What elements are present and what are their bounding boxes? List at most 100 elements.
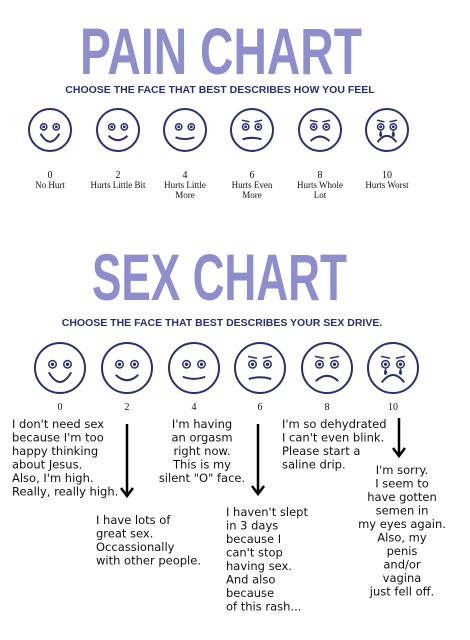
sex-number: 10 [388,402,398,413]
sex-caption: I can't even blink. [282,431,384,445]
face-outline [101,342,153,394]
face-outline [34,342,86,394]
sex-number: 4 [192,402,197,413]
pupil [398,362,403,366]
pain-number: 10 [382,170,392,181]
face-outline [301,342,353,394]
arrow-head [392,447,406,459]
pain-label: Hurts Little [164,180,206,190]
pupil [117,362,122,366]
mouth [248,376,272,380]
brow [254,119,263,123]
pain-number: 0 [48,170,53,181]
sex-caption: my eyes again. [358,517,446,531]
pain-label: More [242,190,262,200]
mouth [242,136,262,141]
sex-caption: Please start a [282,444,360,458]
pupil [184,362,189,366]
pupil [199,362,204,366]
pain-label: Lot [314,190,327,200]
mouth [47,371,73,383]
pupil [110,125,114,129]
face-outline [168,342,220,394]
pupil [256,125,260,129]
brow [395,355,406,359]
sex-caption: because I [226,532,281,546]
sex-caption: I'm so dehydrated [282,417,387,431]
brow [380,355,391,359]
face-outline [367,342,419,394]
sex-caption: great sex. [96,527,153,541]
sex-caption: Also, my [377,531,427,545]
pupil [391,125,395,129]
face-outline [28,108,72,152]
brow [329,355,340,359]
sex-caption: of this rash... [226,600,301,614]
sex-caption: semen in [376,504,429,518]
arrow-head [251,485,265,497]
sex-number: 2 [125,402,130,413]
tear [399,368,402,375]
sex-caption: vagina [383,571,422,585]
sex-caption: an orgasm [171,431,232,445]
brow [241,119,250,123]
pupil [42,125,46,129]
sex-caption: Occassionally [96,540,175,554]
brow [247,355,258,359]
sex-caption: having sex. [226,559,292,573]
pupil [132,362,137,366]
sex-caption: saline drip. [282,458,346,472]
brow [309,119,318,123]
sex-caption: right now. [173,444,230,458]
face-outline [230,108,274,152]
pupil [122,125,126,129]
sex-number: 8 [325,402,330,413]
sex-caption: have gotten [367,490,437,504]
pain-title: PAIN CHART [80,14,362,88]
pupil [54,125,58,129]
pupil [332,362,337,366]
sex-caption: happy thinking [12,444,98,458]
brow [376,119,385,123]
brow [262,355,273,359]
pupil [317,362,322,366]
pain-subtitle: CHOOSE THE FACE THAT BEST DESCRIBES HOW … [65,84,375,96]
sex-subtitle: CHOOSE THE FACE THAT BEST DESCRIBES YOUR… [62,317,383,329]
pain-label: Hurts Even [232,180,273,190]
tear [379,130,383,137]
face-outline [365,108,409,152]
mouth [175,136,195,141]
pupil [324,125,328,129]
pupil [383,362,388,366]
pupil [244,125,248,129]
pupil [265,362,270,366]
face-outline [234,342,286,394]
pain-number: 4 [183,170,188,181]
face-outline [96,108,140,152]
pupil [65,362,70,366]
sex-caption: because I'm too [12,431,104,445]
sex-caption: Also, I'm high. [12,471,94,485]
tear [384,368,387,375]
sex-number: 0 [58,402,63,413]
sex-caption: I'm having [172,417,232,431]
mouth [39,133,61,143]
pain-label: More [175,190,195,200]
mouth [380,373,406,383]
face-outline [298,108,342,152]
mouth [376,134,398,143]
mouth [182,375,206,380]
pain-label: Hurts Little Bit [91,180,146,190]
sex-caption: I haven't slept [226,505,308,519]
pupil [189,125,193,129]
mouth [115,374,139,382]
brow [314,355,325,359]
sex-caption: and/or [383,558,421,572]
sex-caption: in 3 days [226,519,278,533]
pain-label: Hurts Worst [365,180,409,190]
sex-title: SEX CHART [92,240,347,314]
sex-caption: And also [226,573,275,587]
sex-caption: about Jesus. [12,458,82,472]
